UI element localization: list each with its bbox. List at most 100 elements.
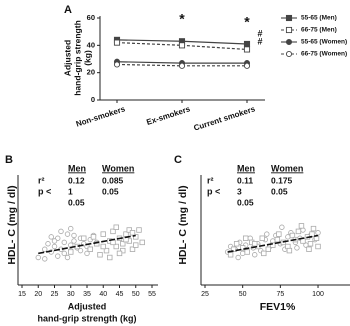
marker <box>113 61 121 68</box>
marker <box>68 225 74 232</box>
y-axis-label: HDL- C (mg / dl) <box>6 185 18 264</box>
marker <box>51 238 58 244</box>
marker <box>123 231 129 237</box>
marker <box>261 250 267 257</box>
stat-value: 0.05 <box>271 186 288 196</box>
marker <box>306 246 312 252</box>
marker <box>103 247 110 254</box>
x-tick-label: 100 <box>312 291 324 298</box>
x-tick-label: Current smokers <box>193 104 257 133</box>
marker <box>48 234 54 240</box>
stat-value: 0.12 <box>68 175 85 185</box>
legend-marker <box>285 14 293 22</box>
marker <box>274 236 281 243</box>
annotation: * <box>244 14 250 30</box>
x-tick-label: 15 <box>18 291 26 298</box>
marker <box>252 241 258 247</box>
marker <box>289 232 296 239</box>
stat-value: 0.11 <box>237 175 253 185</box>
marker <box>100 231 106 237</box>
stat-header: Women <box>102 163 134 173</box>
marker <box>315 230 321 236</box>
y-axis-label: (kg) <box>82 50 92 66</box>
y-axis-label: Adjusted <box>62 40 72 76</box>
stat-label: r² <box>207 175 214 185</box>
x-tick-label: 75 <box>276 291 284 298</box>
marker <box>243 62 251 69</box>
x-tick-label: 50 <box>132 291 140 298</box>
marker <box>61 250 67 257</box>
marker <box>244 249 250 255</box>
legend-marker <box>285 50 293 58</box>
y-tick-label: 60 <box>87 13 95 22</box>
marker <box>90 234 97 240</box>
marker <box>265 246 271 252</box>
marker <box>42 256 48 262</box>
stat-value: 0.085 <box>102 175 124 185</box>
stat-value: 0.05 <box>102 186 119 196</box>
x-tick-label: Ex-smokers <box>145 104 191 127</box>
marker <box>295 228 302 235</box>
y-axis-label: hand-grip strength <box>72 20 82 96</box>
marker <box>233 241 240 247</box>
annotation: # <box>257 36 262 46</box>
legend-label: 66-75 (Men) <box>301 27 337 34</box>
marker <box>84 250 90 257</box>
marker <box>310 225 317 232</box>
stat-value: 1 <box>68 186 73 196</box>
legend-label: 66-75 (Women) <box>301 51 347 58</box>
x-axis-label: hand-grip strength (kg) <box>38 313 137 323</box>
marker <box>242 235 249 241</box>
stat-header: Men <box>68 163 86 173</box>
x-tick-label: 45 <box>116 291 124 298</box>
stat-header: Women <box>271 163 303 173</box>
x-tick-label: 55 <box>148 291 156 298</box>
marker <box>71 238 77 244</box>
y-tick-label: 20 <box>87 68 95 77</box>
marker <box>61 239 67 246</box>
trend-line <box>227 234 319 253</box>
marker <box>68 249 74 255</box>
marker <box>113 39 121 46</box>
marker <box>133 242 139 248</box>
stat-value: 0.05 <box>68 197 85 207</box>
marker <box>81 235 87 241</box>
panel-label: B <box>5 154 13 166</box>
x-tick-label: 40 <box>99 291 107 298</box>
marker <box>307 241 314 247</box>
marker <box>298 223 305 229</box>
marker <box>120 241 126 247</box>
annotation: * <box>179 11 185 27</box>
marker <box>129 230 136 236</box>
marker <box>136 227 142 233</box>
marker <box>252 252 258 258</box>
y-tick-label: 40 <box>87 40 95 49</box>
marker <box>294 245 300 251</box>
marker <box>178 42 186 49</box>
marker <box>113 243 119 250</box>
y-tick-label: 0 <box>91 95 95 104</box>
x-tick-label: 30 <box>67 291 75 298</box>
legend-label: 55-65 (Women) <box>301 39 347 46</box>
marker <box>110 228 116 235</box>
marker <box>116 250 123 257</box>
legend-marker <box>285 26 293 34</box>
trend-line <box>38 234 136 255</box>
marker <box>315 243 321 250</box>
marker <box>239 245 246 251</box>
marker <box>126 227 132 233</box>
marker <box>55 253 61 259</box>
marker <box>35 254 41 261</box>
marker <box>133 234 139 240</box>
marker <box>227 252 234 258</box>
marker <box>120 247 126 254</box>
stat-value: 0.175 <box>271 175 293 185</box>
marker <box>139 239 145 246</box>
stat-label: p < <box>38 186 51 196</box>
marker <box>97 252 103 258</box>
marker <box>77 247 84 254</box>
marker <box>243 46 251 53</box>
annotation: # <box>257 28 262 38</box>
stat-value: 3 <box>237 186 242 196</box>
